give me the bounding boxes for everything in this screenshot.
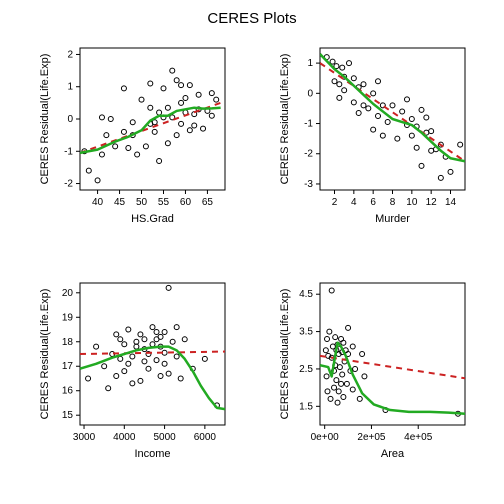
svg-text:2e+05: 2e+05 [357,432,386,443]
svg-text:4000: 4000 [113,432,136,443]
trend-dashed [320,356,465,378]
svg-text:10: 10 [406,197,418,208]
svg-text:8: 8 [390,197,396,208]
svg-text:16: 16 [62,386,74,397]
panel-murder: 2 4 6 8 10 12 14 -3 -2 -1 0 1 Murder CERES Residual(L… [270,40,475,230]
svg-text:0: 0 [67,114,73,125]
svg-text:1.5: 1.5 [299,401,313,412]
svg-text:2: 2 [67,49,73,60]
svg-text:4: 4 [351,197,357,208]
svg-text:1: 1 [67,82,73,93]
svg-text:-2: -2 [304,149,313,160]
svg-text:-3: -3 [304,179,313,190]
svg-text:6: 6 [370,197,376,208]
page-title: CERES Plots [0,10,504,27]
xlabel: Income [134,448,170,460]
svg-text:-1: -1 [64,146,73,157]
svg-text:4e+05: 4e+05 [404,432,433,443]
svg-text:18: 18 [62,337,74,348]
ylabel: CERES Residual(Life.Exp) [279,54,291,185]
ylabel: CERES Residual(Life.Exp) [279,289,291,420]
svg-text:14: 14 [445,197,457,208]
trend-dashed [320,63,465,161]
svg-text:3.5: 3.5 [299,327,313,338]
trend-dashed [80,352,225,354]
svg-text:-2: -2 [64,179,73,190]
svg-text:5000: 5000 [153,432,176,443]
svg-text:19: 19 [62,312,74,323]
svg-text:2.5: 2.5 [299,364,313,375]
svg-text:4.5: 4.5 [299,289,313,300]
svg-text:0: 0 [307,88,313,99]
svg-text:20: 20 [62,288,74,299]
svg-text:1: 1 [307,58,313,69]
svg-text:15: 15 [62,410,74,421]
ylabel: CERES Residual(Life.Exp) [39,289,51,420]
svg-text:40: 40 [92,197,104,208]
panel-area: 0e+00 2e+05 4e+05 1.5 2.5 3.5 4.5 Area CERES Res… [270,275,475,465]
svg-text:12: 12 [426,197,438,208]
svg-text:65: 65 [202,197,214,208]
xlabel: Murder [375,213,410,225]
svg-text:2: 2 [332,197,338,208]
xlabel: HS.Grad [131,213,174,225]
svg-text:50: 50 [136,197,148,208]
svg-text:17: 17 [62,361,74,372]
svg-text:55: 55 [158,197,170,208]
trend-smooth [320,343,465,414]
svg-text:-1: -1 [304,119,313,130]
svg-text:60: 60 [180,197,192,208]
panel-hsgrad: 40 45 50 55 60 65 -2 -1 0 1 2 HS.Grad CERES Residual… [30,40,235,230]
svg-text:6000: 6000 [194,432,217,443]
svg-text:3000: 3000 [73,432,96,443]
svg-text:45: 45 [114,197,126,208]
xlabel: Area [381,448,405,460]
ylabel: CERES Residual(Life.Exp) [39,54,51,185]
svg-text:0e+00: 0e+00 [311,432,340,443]
panel-income: 3000 4000 5000 6000 15 16 17 18 19 20 Income CERES … [30,275,235,465]
trend-smooth [80,347,225,409]
